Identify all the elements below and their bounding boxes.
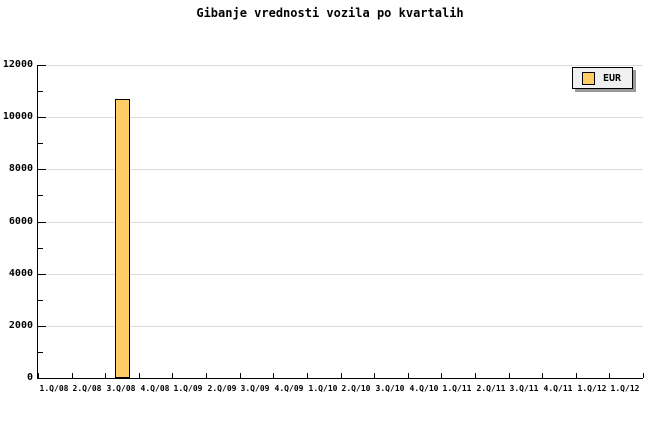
- x-axis-label: 4.Q/11: [543, 384, 573, 393]
- y-axis-label: 0: [26, 372, 33, 383]
- x-tick: [576, 373, 577, 378]
- x-axis-label: 4.Q/08: [140, 384, 170, 393]
- x-axis-label: 1.Q/10: [308, 384, 338, 393]
- x-axis-label: 1.Q/12: [610, 384, 640, 393]
- chart-title: Gibanje vrednosti vozila po kvartalih: [196, 6, 464, 20]
- x-tick: [542, 373, 543, 378]
- legend-label: EUR: [603, 72, 622, 84]
- x-tick: [408, 373, 409, 378]
- x-tick: [72, 373, 73, 378]
- y-tick: [38, 195, 43, 196]
- x-axis-label: 2.Q/10: [341, 384, 371, 393]
- x-tick: [341, 373, 342, 378]
- x-axis-label: 3.Q/11: [509, 384, 539, 393]
- x-tick: [139, 373, 140, 378]
- y-axis-label: 12000: [2, 59, 33, 70]
- legend-swatch-icon: [582, 71, 595, 85]
- legend: EUR: [572, 67, 634, 89]
- x-axis-label: 2.Q/08: [72, 384, 102, 393]
- x-tick: [509, 373, 510, 378]
- gridline: [38, 65, 643, 66]
- x-tick: [240, 373, 241, 378]
- gridline: [38, 274, 643, 275]
- x-tick: [38, 373, 39, 378]
- x-axis-label: 3.Q/10: [375, 384, 405, 393]
- x-axis-label: 4.Q/10: [409, 384, 439, 393]
- y-tick: [38, 65, 46, 66]
- x-tick: [172, 373, 173, 378]
- x-axis-label: 1.Q/11: [442, 384, 472, 393]
- x-axis-label: 2.Q/11: [476, 384, 506, 393]
- bar-eur: [115, 99, 130, 378]
- y-axis-label: 10000: [2, 111, 33, 122]
- x-tick: [609, 373, 610, 378]
- x-tick: [206, 373, 207, 378]
- x-tick: [374, 373, 375, 378]
- y-tick: [38, 169, 46, 170]
- y-axis-label: 4000: [8, 268, 33, 279]
- y-tick: [38, 117, 46, 118]
- x-axis-label: 1.Q/08: [39, 384, 69, 393]
- y-axis-label: 8000: [8, 163, 33, 174]
- y-tick: [38, 248, 43, 249]
- gridline: [38, 117, 643, 118]
- x-axis-label: 2.Q/09: [207, 384, 237, 393]
- y-tick: [38, 91, 43, 92]
- gridline: [38, 326, 643, 327]
- y-tick: [38, 222, 46, 223]
- gridline: [38, 222, 643, 223]
- x-tick: [105, 373, 106, 378]
- x-tick: [441, 373, 442, 378]
- y-tick: [38, 300, 43, 301]
- y-tick: [38, 326, 46, 327]
- x-axis-label: 1.Q/12: [577, 384, 607, 393]
- x-axis-label: 1.Q/09: [173, 384, 203, 393]
- y-axis-label: 6000: [8, 216, 33, 227]
- x-tick: [643, 373, 644, 378]
- plot-area: [37, 65, 644, 379]
- y-tick: [38, 274, 46, 275]
- x-tick: [475, 373, 476, 378]
- y-tick: [38, 352, 43, 353]
- x-axis-label: 3.Q/09: [240, 384, 270, 393]
- y-tick: [38, 143, 43, 144]
- x-tick: [273, 373, 274, 378]
- y-axis-label: 2000: [8, 320, 33, 331]
- x-tick: [307, 373, 308, 378]
- gridline: [38, 169, 643, 170]
- x-axis-label: 4.Q/09: [274, 384, 304, 393]
- x-axis-label: 3.Q/08: [106, 384, 136, 393]
